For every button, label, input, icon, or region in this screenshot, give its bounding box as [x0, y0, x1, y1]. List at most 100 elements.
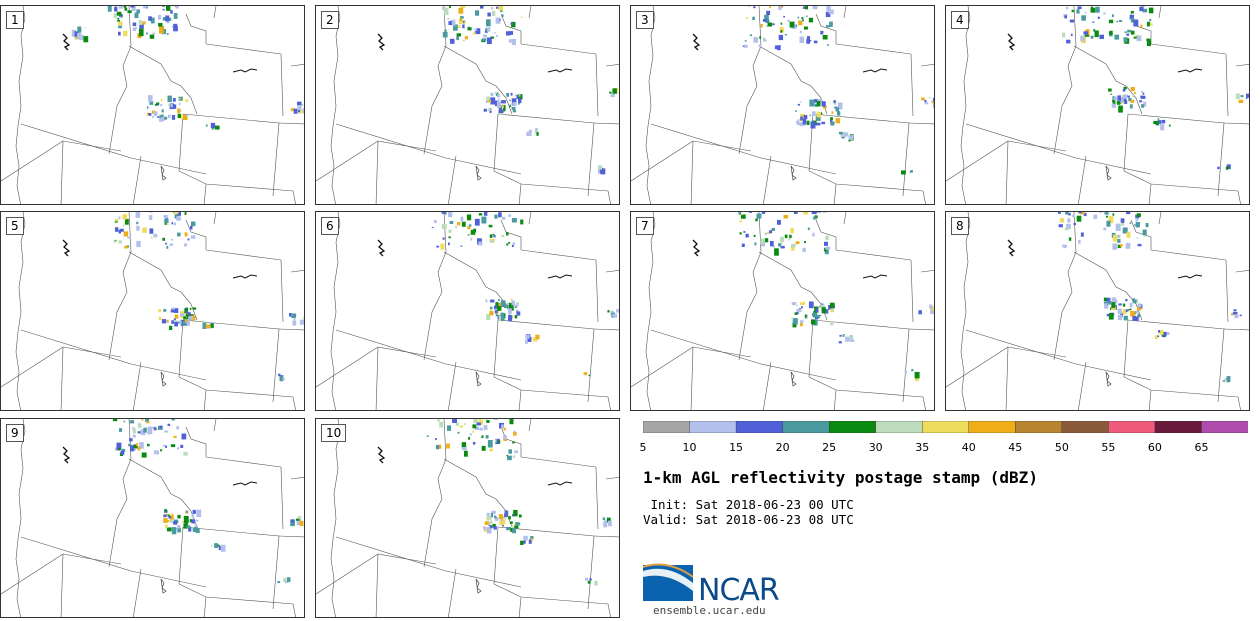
reflectivity-echo	[292, 320, 296, 325]
reflectivity-echo	[173, 98, 176, 102]
state-border	[183, 527, 279, 609]
state-border	[206, 250, 281, 260]
ensemble-member-panel-2: 2	[315, 5, 620, 205]
reflectivity-echo	[607, 310, 609, 312]
state-border	[444, 252, 512, 320]
reflectivity-echo	[488, 109, 491, 111]
reflectivity-echo	[452, 22, 455, 26]
state-border	[836, 250, 911, 260]
reflectivity-echo	[830, 321, 833, 325]
reflectivity-echo	[130, 420, 134, 423]
reflectivity-echo	[135, 27, 137, 29]
state-border	[204, 597, 206, 618]
reflectivity-echo	[159, 317, 162, 320]
reflectivity-echo	[183, 316, 186, 319]
reflectivity-echo	[800, 320, 804, 323]
panel-label: 1	[6, 11, 24, 29]
reflectivity-echo	[1128, 309, 1130, 311]
state-border	[378, 554, 436, 564]
reflectivity-echo	[800, 323, 803, 326]
reflectivity-echo	[159, 26, 164, 33]
reflectivity-echo	[1108, 89, 1112, 92]
reflectivity-echo	[1126, 243, 1131, 249]
reflectivity-echo	[212, 128, 214, 130]
reflectivity-echo	[178, 114, 181, 118]
reservoir-outline	[233, 482, 257, 485]
reflectivity-echo	[484, 212, 488, 216]
reflectivity-echo	[1116, 21, 1118, 23]
reflectivity-echo	[797, 123, 801, 125]
reflectivity-echo	[164, 117, 167, 120]
reflectivity-echo	[191, 222, 195, 227]
reflectivity-echo	[467, 227, 470, 230]
reflectivity-echo	[501, 519, 503, 521]
reflectivity-echo	[795, 110, 797, 112]
reflectivity-echo	[485, 28, 487, 31]
lake-outline	[161, 372, 166, 386]
reflectivity-echo	[161, 114, 163, 117]
reflectivity-echo	[505, 511, 508, 515]
reflectivity-echo	[1147, 22, 1150, 27]
reflectivity-echo	[148, 16, 152, 21]
map-panel-8	[946, 212, 1250, 411]
reflectivity-echo	[499, 514, 503, 519]
state-border	[424, 419, 446, 567]
reflectivity-echo	[796, 309, 801, 312]
reflectivity-echo	[1144, 235, 1146, 237]
reflectivity-echo	[501, 235, 504, 237]
state-border	[594, 123, 620, 124]
reflectivity-echo	[754, 235, 756, 237]
reflectivity-echo	[507, 456, 512, 461]
reflectivity-echo	[1066, 7, 1068, 10]
state-border	[331, 419, 340, 618]
reflectivity-echo	[149, 212, 153, 213]
reflectivity-echo	[822, 307, 826, 313]
reflectivity-echo	[1137, 307, 1141, 310]
lake-outline	[791, 166, 796, 180]
state-border	[133, 569, 141, 618]
reflectivity-echo	[186, 526, 190, 529]
state-border	[204, 184, 206, 205]
reflectivity-echo	[154, 450, 159, 454]
state-border	[376, 554, 378, 618]
reflectivity-echo	[206, 124, 208, 126]
reflectivity-echo	[1091, 36, 1094, 39]
reflectivity-echo	[136, 9, 140, 13]
reflectivity-echo	[489, 100, 491, 102]
reflectivity-echo	[1124, 316, 1128, 321]
reflectivity-echo	[482, 446, 486, 451]
reflectivity-echo	[118, 240, 122, 243]
reflectivity-echo	[795, 312, 798, 315]
state-border	[809, 320, 813, 377]
colorbar-bin	[783, 421, 830, 433]
reflectivity-echo	[1137, 237, 1139, 238]
state-border	[279, 329, 305, 330]
state-border	[378, 347, 436, 357]
reflectivity-echo	[468, 234, 470, 235]
reflectivity-echo	[124, 6, 127, 8]
reflectivity-echo	[294, 109, 298, 114]
panel-label: 6	[321, 217, 339, 235]
reflectivity-echo	[745, 40, 747, 42]
reflectivity-echo	[924, 100, 926, 102]
reflectivity-echo	[492, 234, 494, 237]
reflectivity-echo	[484, 109, 487, 112]
reflectivity-echo	[788, 238, 790, 240]
state-border	[646, 6, 655, 205]
state-border	[1074, 46, 1142, 114]
reflectivity-echo	[1233, 312, 1238, 315]
reflectivity-echo	[746, 17, 748, 19]
reflectivity-echo	[1113, 235, 1117, 242]
ensemble-member-panel-10: 10	[315, 418, 620, 618]
reflectivity-echo	[512, 442, 515, 444]
reflectivity-echo	[133, 429, 136, 434]
reflectivity-echo	[146, 33, 148, 35]
reflectivity-echo	[481, 217, 486, 224]
reflectivity-echo	[501, 425, 504, 429]
state-border	[316, 554, 378, 594]
reflectivity-echo	[523, 536, 527, 541]
reflectivity-echo	[484, 425, 488, 430]
reflectivity-echo	[783, 16, 785, 18]
reflectivity-echo	[118, 22, 122, 26]
reflectivity-echo	[803, 302, 806, 304]
